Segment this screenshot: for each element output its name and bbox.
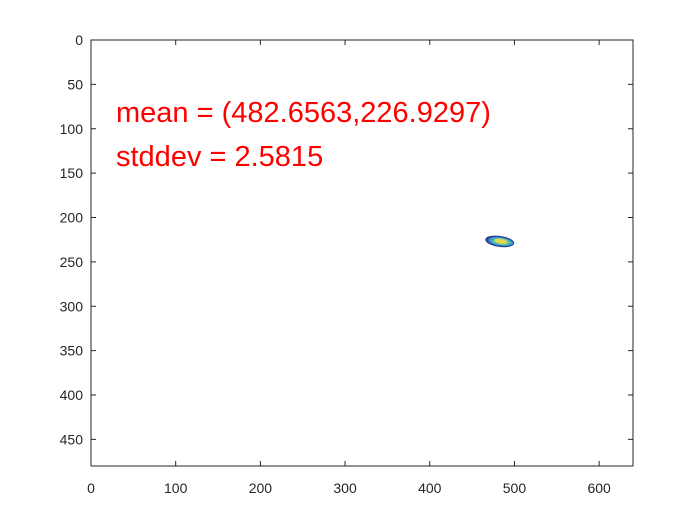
x-tick-label: 500 — [503, 480, 527, 496]
mean-annotation: mean = (482.6563,226.9297) — [116, 97, 491, 129]
x-tick-label: 400 — [418, 480, 442, 496]
y-axis: 0 50 100 150 200 250 300 350 400 450 — [60, 32, 633, 447]
y-tick-label: 200 — [60, 210, 84, 226]
stddev-annotation: stddev = 2.5815 — [116, 141, 323, 173]
x-tick-label: 100 — [164, 480, 188, 496]
y-tick-label: 400 — [60, 387, 84, 403]
y-tick-label: 450 — [60, 431, 84, 447]
x-tick-label: 600 — [587, 480, 611, 496]
y-tick-label: 100 — [60, 121, 84, 137]
y-tick-label: 250 — [60, 254, 84, 270]
y-tick-label: 150 — [60, 165, 84, 181]
x-tick-label: 300 — [333, 480, 357, 496]
y-tick-label: 0 — [75, 32, 83, 48]
y-tick-label: 50 — [67, 76, 83, 92]
blob-core — [494, 238, 508, 244]
x-axis: 0 100 200 300 400 500 600 — [87, 40, 611, 496]
x-tick-label: 0 — [87, 480, 95, 496]
y-tick-label: 350 — [60, 343, 84, 359]
y-tick-label: 300 — [60, 298, 84, 314]
gaussian-blob — [485, 235, 515, 248]
x-tick-label: 200 — [249, 480, 273, 496]
plot-area — [90, 39, 634, 467]
